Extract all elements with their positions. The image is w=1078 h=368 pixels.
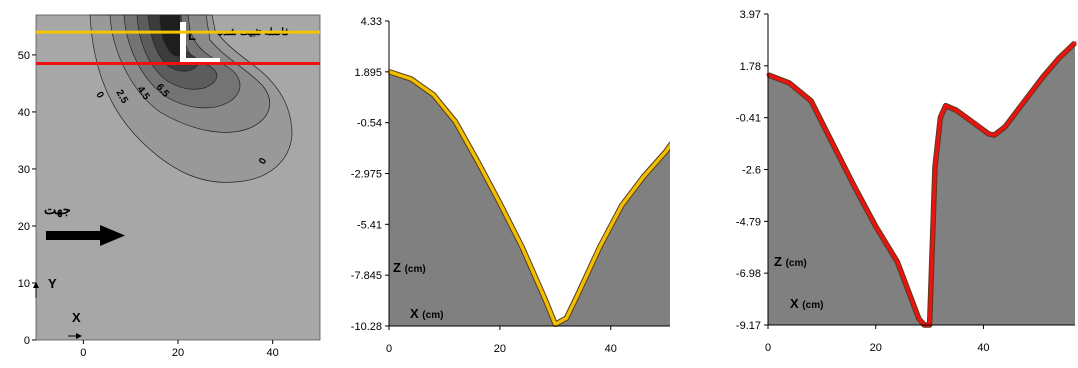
profile-point <box>895 260 899 264</box>
profile-point <box>971 120 975 124</box>
profile-point <box>987 132 991 136</box>
profile-point <box>564 316 568 320</box>
y-tick-label: 4.33 <box>361 16 382 28</box>
y-tick-label: -6.98 <box>736 268 761 280</box>
y-tick-label: -9.17 <box>736 320 761 332</box>
profile-point <box>944 104 948 108</box>
profile-chart-red: 3.971.78-0.41-2.6-4.79-6.98-9.17020406 Z… <box>736 9 1077 354</box>
contour-label: 0 <box>93 90 106 101</box>
profile-line <box>767 41 1077 327</box>
bed-area <box>768 42 1075 326</box>
profile-point <box>598 245 602 249</box>
profile-point <box>852 184 856 188</box>
profile-point <box>476 160 480 163</box>
profile-point <box>498 201 502 205</box>
profile-plot-red <box>766 40 1077 328</box>
x-axis-unit-label: X (cm) <box>410 306 443 321</box>
y-tick-label: 3.97 <box>740 9 761 21</box>
y-tick-label: 20 <box>18 221 30 233</box>
y-tick-label: -4.79 <box>736 216 761 228</box>
y-tick-label: -7.845 <box>351 270 382 282</box>
y-tick-label: 30 <box>18 164 30 176</box>
profile-point <box>620 203 624 207</box>
profile-axis-ticks-yellow: 4.33 1.895 -0.54 -2.975 -5.41 -7.845 -10.28 0 20… <box>351 16 670 355</box>
profile-plot-yellow <box>387 69 670 328</box>
x-tick-label: 20 <box>172 347 184 359</box>
profile-point <box>788 81 791 85</box>
bed-area <box>389 71 670 326</box>
y-tick-label: -0.54 <box>357 118 382 130</box>
y-axis-label: Y <box>48 276 57 291</box>
x-tick-label: 0 <box>386 343 392 355</box>
abutment: L <box>180 22 220 65</box>
direction-label: جهت <box>44 202 71 218</box>
contour-label: 0 <box>257 156 270 167</box>
profile-point <box>1073 41 1077 45</box>
abutment-label: L <box>188 28 196 43</box>
y-tick-label: 50 <box>18 50 30 62</box>
profile-point <box>431 93 435 97</box>
y-tick-label: -2.6 <box>742 165 761 177</box>
profile-point <box>664 149 668 153</box>
profile-point <box>809 99 813 103</box>
y-tick-label: 10 <box>18 278 30 290</box>
profile-point <box>553 322 557 326</box>
profile-point <box>955 108 958 112</box>
y-tick-label: -10.28 <box>351 321 382 333</box>
z-axis-label: Z (cm) <box>774 254 807 269</box>
x-axis-label: X <box>72 310 81 325</box>
profile-chart-yellow: 4.33 1.895 -0.54 -2.975 -5.41 -7.845 -10.28 0 20… <box>351 16 670 355</box>
flow-direction-arrow-icon <box>46 225 125 246</box>
x-tick-label: 40 <box>267 347 279 359</box>
x-tick-label: 20 <box>870 342 882 354</box>
profile-point <box>1003 125 1007 129</box>
profile-point <box>874 224 878 228</box>
profile-point <box>933 165 937 169</box>
z-axis-label: Z (cm) <box>393 260 426 275</box>
profile-point <box>520 245 524 249</box>
x-tick-label: 40 <box>977 342 989 354</box>
profile-point <box>1057 56 1061 60</box>
y-tick-label: 1.895 <box>354 67 382 79</box>
profile-point <box>576 293 579 297</box>
x-tick-label: 0 <box>80 347 86 359</box>
x-tick-label: 0 <box>765 342 771 354</box>
profile-point <box>917 317 921 321</box>
profile-point <box>409 77 413 81</box>
x-tick-label: 40 <box>605 343 617 355</box>
y-tick-label: -5.41 <box>357 219 382 231</box>
x-axis-unit-label: X (cm) <box>790 296 823 311</box>
x-tick-label: 20 <box>494 343 506 355</box>
y-tick-label: 0 <box>24 335 30 347</box>
profile-point <box>1041 75 1045 79</box>
profile-point <box>992 133 996 137</box>
profile-axis-ticks-red: 3.971.78-0.41-2.6-4.79-6.98-9.17020406 <box>736 9 1075 354</box>
y-tick-label: 1.78 <box>740 61 761 73</box>
y-tick-label: -0.41 <box>736 113 761 125</box>
profile-point <box>831 142 835 145</box>
contour-axis-ticks: 0 20 40 0 10 20 30 40 50 <box>18 50 279 359</box>
profile-point <box>454 120 457 124</box>
profile-point <box>938 115 942 119</box>
contour-fills <box>89 14 293 183</box>
profile-point <box>542 295 546 299</box>
profile-point <box>1019 104 1023 108</box>
y-tick-label: 40 <box>18 107 30 119</box>
y-tick-label: -2.975 <box>351 169 382 181</box>
profile-point <box>642 174 646 178</box>
